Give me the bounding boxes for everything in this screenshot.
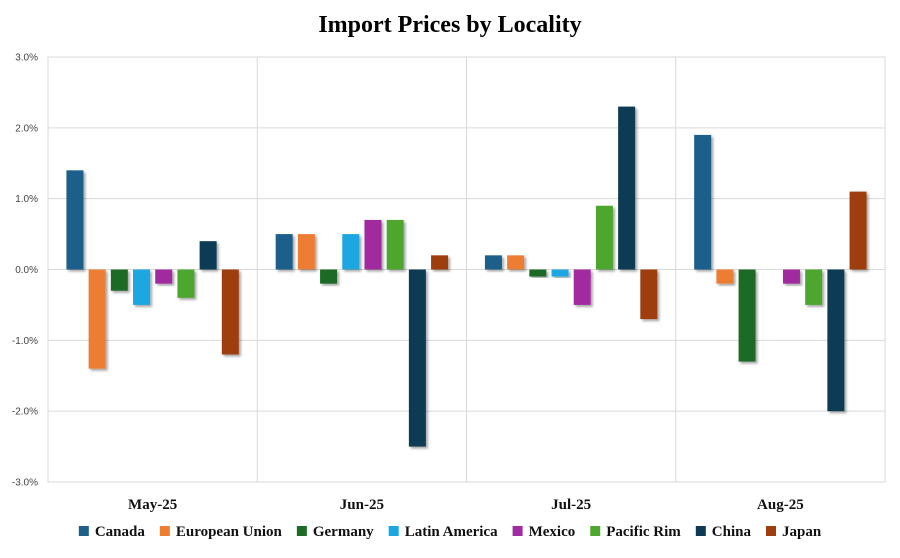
bar-china — [618, 106, 636, 270]
bar-latin-america — [342, 234, 360, 270]
y-tick-label: -2.0% — [12, 407, 38, 418]
bar-european-union — [507, 255, 525, 270]
bar-japan — [640, 269, 658, 320]
legend-swatch-pacific-rim — [590, 526, 601, 536]
bar-pacific-rim — [386, 219, 404, 270]
y-tick-label: -1.0% — [12, 336, 38, 347]
bar-canada — [484, 255, 502, 270]
legend-label-germany: Germany — [313, 524, 374, 540]
legend-label-japan: Japan — [782, 524, 822, 540]
bar-japan — [849, 191, 867, 270]
bar-latin-america — [133, 269, 151, 305]
bar-pacific-rim — [595, 205, 613, 270]
chart-title: Import Prices by Locality — [318, 12, 582, 38]
y-tick-label: 1.0% — [15, 194, 38, 205]
bar-germany — [320, 269, 338, 284]
bar-germany — [529, 269, 547, 277]
bar-european-union — [716, 269, 734, 284]
legend-label-mexico: Mexico — [529, 524, 576, 540]
bar-mexico — [573, 269, 591, 305]
y-tick-label: 0.0% — [15, 265, 38, 276]
bar-pacific-rim — [177, 269, 195, 298]
bar-canada — [275, 234, 293, 270]
bar-germany — [110, 269, 128, 291]
legend-swatch-canada — [78, 526, 89, 536]
bar-mexico — [782, 269, 800, 284]
bar-canada — [66, 170, 84, 270]
bar-european-union — [297, 234, 315, 270]
legend-swatch-germany — [296, 526, 307, 536]
legend-label-canada: Canada — [95, 524, 146, 540]
legend-label-latin-america: Latin America — [405, 524, 498, 540]
bar-pacific-rim — [805, 269, 823, 305]
bar-japan — [431, 255, 449, 270]
bar-mexico — [155, 269, 173, 284]
legend-swatch-european-union — [159, 526, 170, 536]
bar-china — [827, 269, 845, 412]
bar-mexico — [364, 219, 382, 270]
x-tick-label: Jun-25 — [340, 497, 384, 513]
y-tick-label: 3.0% — [15, 53, 38, 64]
legend-swatch-latin-america — [388, 526, 399, 536]
y-tick-label: -3.0% — [12, 478, 38, 489]
legend-swatch-china — [695, 526, 706, 536]
bar-china — [199, 241, 217, 270]
bar-canada — [694, 134, 712, 270]
bar-china — [408, 269, 426, 447]
x-tick-label: Jul-25 — [551, 497, 591, 513]
y-tick-label: 2.0% — [15, 123, 38, 134]
bar-japan — [221, 269, 239, 355]
bar-germany — [738, 269, 756, 362]
x-tick-label: May-25 — [128, 497, 177, 513]
bar-european-union — [88, 269, 106, 369]
legend-label-european-union: European Union — [176, 524, 283, 540]
bar-latin-america — [551, 269, 569, 277]
legend-label-pacific-rim: Pacific Rim — [606, 524, 681, 540]
legend-swatch-mexico — [512, 526, 523, 536]
legend-swatch-japan — [765, 526, 776, 536]
x-tick-label: Aug-25 — [757, 497, 804, 513]
legend-label-china: China — [712, 524, 752, 540]
